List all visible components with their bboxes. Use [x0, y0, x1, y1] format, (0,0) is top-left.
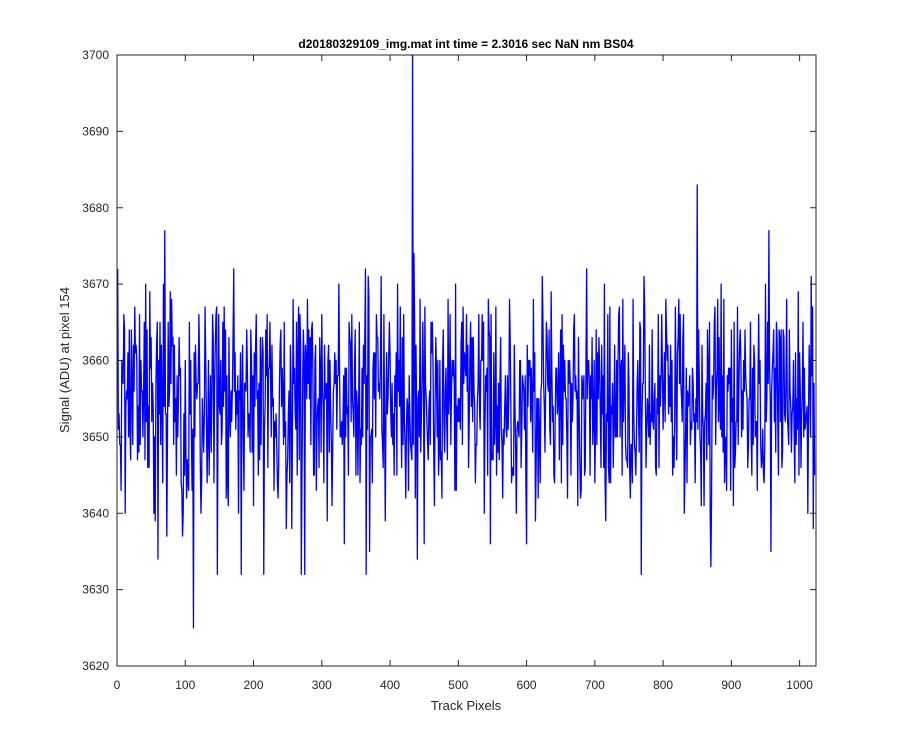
x-tick-label: 300	[312, 678, 332, 692]
y-tick-label: 3670	[82, 277, 109, 291]
x-tick-label: 1000	[786, 678, 813, 692]
y-tick-label: 3660	[82, 354, 109, 368]
y-tick-label: 3640	[82, 506, 109, 520]
x-tick-label: 800	[653, 678, 673, 692]
x-tick-label: 400	[380, 678, 400, 692]
chart-title: d20180329109_img.mat int time = 2.3016 s…	[298, 37, 634, 51]
x-axis-label: Track Pixels	[431, 698, 502, 713]
x-tick-label: 200	[244, 678, 264, 692]
y-tick-label: 3680	[82, 201, 109, 215]
y-axis-label: Signal (ADU) at pixel 154	[57, 287, 72, 433]
y-axis: 3620 3630 3640 3650 3660 3670 3680 3690 3700	[82, 48, 816, 673]
series-layer	[117, 54, 816, 629]
x-tick-label: 500	[448, 678, 468, 692]
x-tick-label: 0	[114, 678, 121, 692]
y-tick-label: 3620	[82, 659, 109, 673]
y-tick-label: 3650	[82, 430, 109, 444]
x-tick-label: 900	[721, 678, 741, 692]
x-tick-label: 600	[517, 678, 537, 692]
series-line	[117, 54, 816, 629]
y-tick-label: 3700	[82, 48, 109, 62]
x-tick-label: 700	[585, 678, 605, 692]
x-axis: 0 100 200 300 400 500 600 700 800 900 1000	[114, 55, 813, 692]
y-tick-label: 3690	[82, 124, 109, 138]
y-tick-label: 3630	[82, 583, 109, 597]
x-tick-label: 100	[175, 678, 195, 692]
